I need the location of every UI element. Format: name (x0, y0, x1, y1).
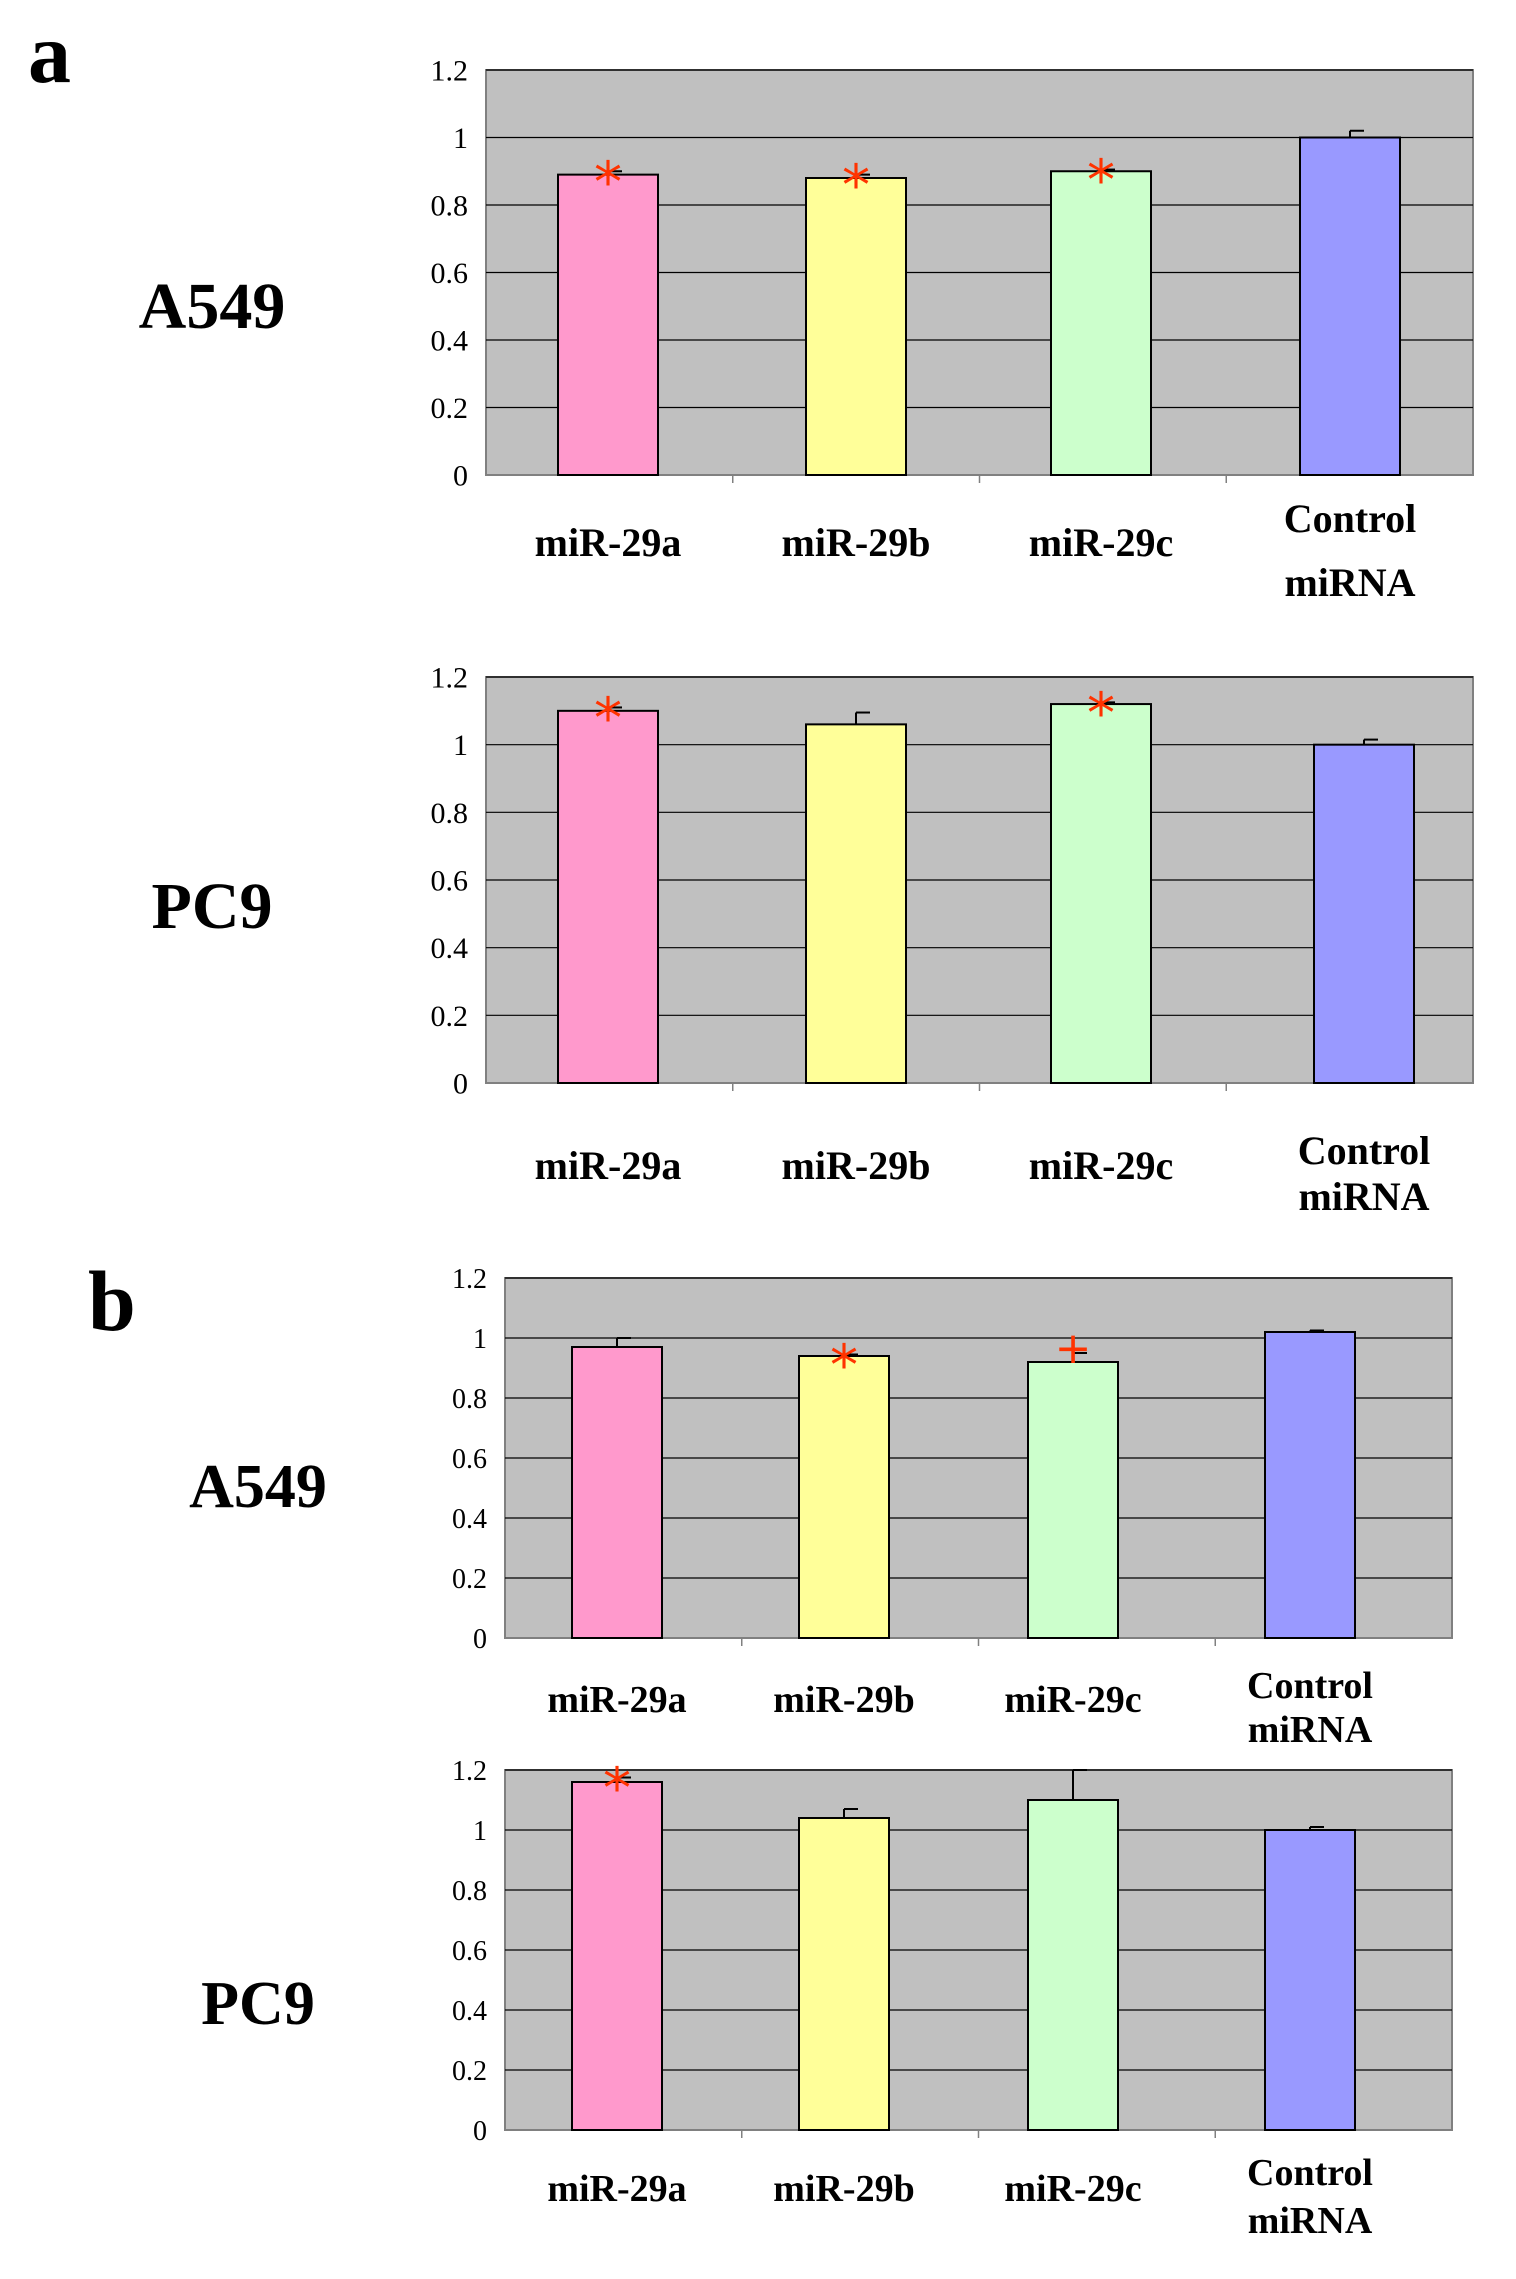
x-category-label: miR-29b (773, 1679, 914, 1721)
bar (798, 1817, 890, 2131)
x-category-label: miR-29b (782, 1143, 931, 1188)
bar (557, 709, 659, 1084)
y-tick-label: 1.2 (452, 1756, 487, 1787)
chart-a-pc9: 0 0.2 0.4 0.6 0.8 1 1.2 * miR-29a miR-29b * miR-29c… (152, 662, 1474, 1219)
x-category-label: Control miRNA (1247, 2152, 1373, 2242)
panel-letter-b: b (88, 1253, 136, 1349)
significance-asterisk: * (594, 150, 622, 215)
y-tick-label: 1 (453, 122, 468, 155)
y-tick-label: 0.6 (452, 1936, 487, 1967)
x-category-label: miR-29a (547, 2168, 686, 2210)
y-tick-label: 0.8 (431, 797, 469, 830)
cell-line-label: PC9 (152, 870, 273, 943)
bar (1299, 136, 1401, 476)
x-category-label: Control miRNA (1247, 1665, 1373, 1751)
bar (571, 1781, 663, 2131)
x-category-label: Control miRNA (1298, 1128, 1431, 1219)
charts-container: 0 0.2 0.4 0.6 0.8 1 1.2 * miR-29a * miR-29b * miR-29… (139, 55, 1474, 2242)
bar (571, 1346, 663, 1639)
chart-b-a549: 0 0.2 0.4 0.6 0.8 1 1.2 miR-29a * miR-29b + miR-29c… (189, 1264, 1453, 1751)
x-category-label: miR-29c (1004, 1679, 1141, 1721)
bar (1027, 1799, 1119, 2131)
significance-asterisk: * (830, 1334, 858, 1399)
y-tick-label: 0.4 (431, 325, 469, 358)
chart-b-pc9: 0 0.2 0.4 0.6 0.8 1 1.2 * miR-29a miR-29b miR-29c C… (201, 1756, 1453, 2242)
y-tick-label: 1 (473, 1816, 487, 1847)
y-tick-label: 0.8 (431, 190, 469, 223)
significance-asterisk: * (1087, 149, 1115, 214)
x-category-label: miR-29c (1029, 1143, 1173, 1188)
panel-letter-a: a (28, 5, 71, 101)
y-tick-label: 0.2 (431, 392, 469, 425)
significance-asterisk: * (594, 686, 622, 751)
significance-asterisk: * (603, 1757, 631, 1822)
y-tick-label: 1 (473, 1324, 487, 1355)
bar (1264, 1331, 1356, 1639)
y-tick-label: 0.6 (452, 1444, 487, 1475)
cell-line-label: PC9 (201, 1970, 315, 2038)
y-tick-label: 0.2 (452, 1564, 487, 1595)
bar (1264, 1829, 1356, 2131)
y-tick-label: 0 (453, 460, 468, 493)
x-category-label: miR-29a (535, 520, 682, 565)
y-tick-label: 1 (453, 729, 468, 762)
x-category-label: miR-29c (1004, 2168, 1141, 2210)
y-tick-label: 1.2 (431, 55, 469, 88)
y-tick-label: 1.2 (452, 1264, 487, 1295)
chart-a-a549: 0 0.2 0.4 0.6 0.8 1 1.2 * miR-29a * miR-29b * miR-29… (139, 55, 1474, 605)
significance-plus: + (1055, 1323, 1092, 1374)
y-tick-label: 0.4 (452, 1504, 487, 1535)
y-tick-label: 0 (453, 1068, 468, 1101)
cell-line-label: A549 (189, 1453, 327, 1521)
x-category-label: miR-29a (535, 1143, 682, 1188)
y-tick-label: 1.2 (431, 662, 469, 695)
bar (557, 173, 659, 476)
x-category-label: miR-29b (782, 520, 931, 565)
y-tick-label: 0 (473, 1624, 487, 1655)
bar (1027, 1361, 1119, 1639)
bar (805, 723, 907, 1084)
y-tick-label: 0.2 (452, 2056, 487, 2087)
bar (1313, 743, 1415, 1085)
significance-asterisk: * (842, 154, 870, 219)
x-category-label: Control miRNA (1284, 496, 1417, 605)
x-category-label: miR-29b (773, 2168, 914, 2210)
significance-asterisk: * (1087, 681, 1115, 746)
y-tick-label: 0.6 (431, 865, 469, 898)
x-category-label: miR-29a (547, 1679, 686, 1721)
y-tick-label: 0.2 (431, 1000, 469, 1033)
bar (1050, 703, 1152, 1084)
bar (805, 177, 907, 476)
y-tick-label: 0.4 (431, 932, 469, 965)
x-category-label: miR-29c (1029, 520, 1173, 565)
y-tick-label: 0.8 (452, 1384, 487, 1415)
y-tick-label: 0.4 (452, 1996, 487, 2027)
y-tick-label: 0.6 (431, 257, 469, 290)
bar (1050, 170, 1152, 476)
cell-line-label: A549 (139, 270, 286, 343)
y-tick-label: 0.8 (452, 1876, 487, 1907)
bar (798, 1355, 890, 1639)
y-tick-label: 0 (473, 2116, 487, 2147)
